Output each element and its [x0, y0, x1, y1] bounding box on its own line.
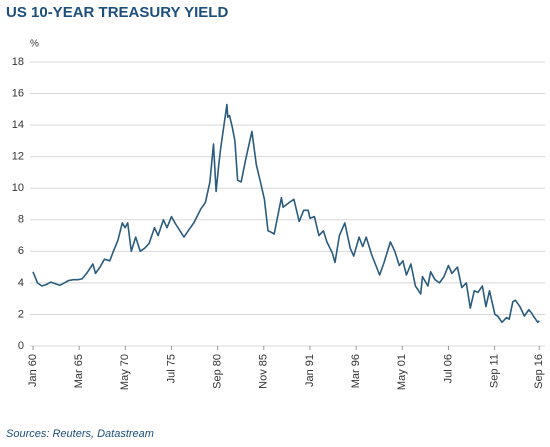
- y-tick-label: 18: [12, 56, 24, 68]
- x-tick-label: Mar 65: [73, 354, 85, 388]
- y-tick-label: 0: [18, 340, 24, 352]
- y-tick-label: 4: [18, 277, 24, 289]
- x-tick-label: Jul 06: [442, 354, 454, 383]
- y-tick-label: 2: [18, 308, 24, 320]
- chart-title: US 10-YEAR TREASURY YIELD: [6, 4, 228, 21]
- y-tick-label: 6: [18, 245, 24, 257]
- x-tick-label: Jan 60: [27, 354, 39, 387]
- y-tick-label: 8: [18, 214, 24, 226]
- x-tick-label: Sep 16: [533, 354, 545, 389]
- x-tick-label: Sep 11: [489, 354, 501, 388]
- x-tick-label: May 70: [119, 354, 131, 390]
- x-tick-label: Mar 96: [350, 354, 362, 388]
- x-tick-label: Nov 85: [258, 354, 270, 389]
- yield-line: [32, 103, 540, 324]
- y-tick-label: 12: [12, 151, 24, 163]
- y-tick-label: 14: [12, 119, 24, 131]
- x-tick-label: May 01: [396, 354, 408, 390]
- x-tick-label: Jul 75: [165, 354, 177, 383]
- source-note: Sources: Reuters, Datastream: [6, 428, 154, 440]
- y-tick-label: 10: [12, 182, 24, 194]
- x-tick-label: Jan 91: [304, 354, 316, 387]
- x-tick-label: Sep 80: [212, 354, 224, 389]
- y-axis-label: %: [30, 39, 39, 50]
- y-tick-label: 16: [12, 87, 24, 99]
